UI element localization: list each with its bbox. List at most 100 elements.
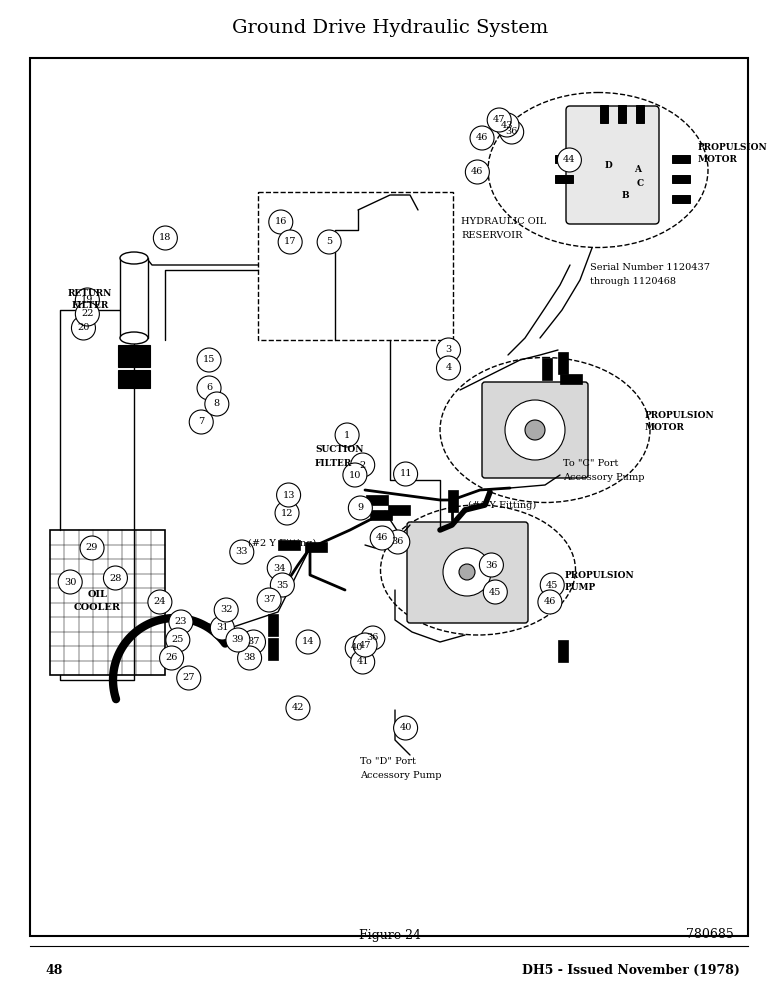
Text: Serial Number 1120437: Serial Number 1120437	[590, 263, 710, 272]
Text: 12: 12	[281, 508, 293, 518]
Circle shape	[351, 650, 374, 674]
Text: Accessory Pump: Accessory Pump	[563, 473, 644, 482]
Text: To "C" Port: To "C" Port	[563, 460, 619, 468]
Text: 27: 27	[183, 673, 195, 682]
Text: 41: 41	[356, 657, 369, 666]
Circle shape	[484, 580, 507, 604]
Text: 43: 43	[501, 120, 513, 129]
Text: 780685: 780685	[686, 928, 734, 942]
Text: 31: 31	[216, 624, 229, 633]
Text: 5: 5	[326, 237, 332, 246]
Circle shape	[317, 230, 341, 254]
Bar	[448, 490, 458, 512]
Circle shape	[500, 120, 523, 144]
Circle shape	[394, 716, 417, 740]
Text: 40: 40	[351, 644, 363, 652]
Circle shape	[343, 463, 367, 487]
Circle shape	[437, 356, 460, 380]
Circle shape	[160, 646, 183, 670]
Text: 45: 45	[546, 580, 558, 589]
Circle shape	[346, 636, 369, 660]
Circle shape	[349, 496, 372, 520]
FancyBboxPatch shape	[407, 522, 528, 623]
Circle shape	[271, 573, 294, 597]
Text: 36: 36	[505, 127, 518, 136]
Circle shape	[257, 588, 281, 612]
Circle shape	[275, 501, 299, 525]
Circle shape	[148, 590, 172, 614]
Text: 44: 44	[563, 155, 576, 164]
Circle shape	[80, 536, 104, 560]
Text: 2: 2	[360, 460, 366, 470]
Text: RESERVOIR: RESERVOIR	[461, 231, 523, 239]
Circle shape	[525, 420, 545, 440]
Bar	[305, 542, 327, 552]
Circle shape	[72, 316, 95, 340]
Circle shape	[76, 302, 99, 326]
Circle shape	[437, 338, 460, 362]
Bar	[30, 58, 748, 936]
Circle shape	[466, 160, 489, 184]
Text: 45: 45	[489, 588, 502, 596]
Text: 1: 1	[344, 430, 350, 440]
Text: 35: 35	[276, 580, 289, 589]
Text: 47: 47	[493, 115, 505, 124]
Circle shape	[197, 376, 221, 400]
Bar	[268, 638, 278, 660]
FancyBboxPatch shape	[566, 106, 659, 224]
Bar	[118, 345, 150, 367]
Text: MOTOR: MOTOR	[645, 424, 685, 432]
Text: SUCTION: SUCTION	[315, 446, 363, 454]
Text: Ground Drive Hydraulic System: Ground Drive Hydraulic System	[232, 19, 548, 37]
Text: 13: 13	[282, 490, 295, 499]
Text: COOLER: COOLER	[74, 603, 121, 612]
Text: 46: 46	[376, 534, 388, 542]
Circle shape	[215, 598, 238, 622]
Bar	[366, 495, 388, 505]
Text: (#1 Y Fitting): (#1 Y Fitting)	[468, 500, 537, 510]
Circle shape	[154, 226, 177, 250]
Text: DH5 - Issued November (1978): DH5 - Issued November (1978)	[522, 964, 740, 976]
Bar	[672, 175, 690, 183]
Circle shape	[480, 553, 503, 577]
Text: (#2 Y Fitting): (#2 Y Fitting)	[248, 538, 316, 548]
Text: RETURN: RETURN	[68, 288, 112, 298]
Text: 17: 17	[284, 237, 296, 246]
Circle shape	[268, 556, 291, 580]
Bar	[558, 640, 568, 662]
Text: 20: 20	[77, 324, 90, 332]
Circle shape	[205, 392, 229, 416]
Text: 37: 37	[263, 595, 275, 604]
Circle shape	[242, 630, 265, 654]
Text: HYDRAULIC OIL: HYDRAULIC OIL	[461, 218, 546, 227]
Text: 11: 11	[399, 470, 412, 479]
Bar	[388, 505, 410, 515]
Circle shape	[394, 462, 417, 486]
Circle shape	[541, 573, 564, 597]
Text: FILTER: FILTER	[315, 458, 353, 468]
Ellipse shape	[120, 332, 148, 344]
Circle shape	[211, 616, 234, 640]
Text: PROPULSION: PROPULSION	[565, 570, 635, 580]
Bar	[672, 155, 690, 163]
Text: 23: 23	[175, 617, 187, 626]
Text: 7: 7	[198, 418, 204, 426]
Text: 3: 3	[445, 346, 452, 355]
Text: 46: 46	[471, 167, 484, 176]
Bar	[258, 192, 453, 340]
Text: 37: 37	[247, 638, 260, 647]
Circle shape	[169, 610, 193, 634]
Circle shape	[370, 526, 394, 550]
Circle shape	[58, 570, 82, 594]
Text: PROPULSION: PROPULSION	[645, 410, 714, 420]
Circle shape	[190, 410, 213, 434]
Text: A: A	[634, 165, 641, 174]
Text: Figure 24: Figure 24	[359, 928, 421, 942]
Bar	[558, 352, 568, 374]
Circle shape	[286, 696, 310, 720]
Text: 34: 34	[273, 564, 285, 573]
Text: 30: 30	[64, 578, 76, 587]
Text: To "D" Port: To "D" Port	[360, 758, 416, 766]
Circle shape	[361, 626, 385, 650]
Bar	[370, 510, 392, 520]
